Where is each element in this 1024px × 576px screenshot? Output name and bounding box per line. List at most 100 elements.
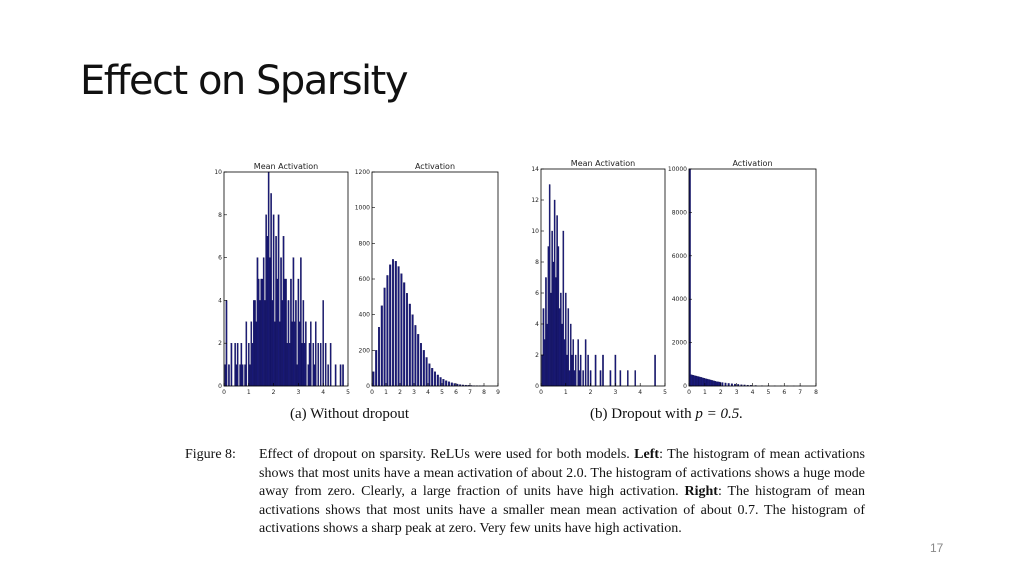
histogram-bar <box>302 300 305 387</box>
histogram-bar <box>244 364 246 387</box>
histogram-bar <box>573 370 576 387</box>
histogram-bar <box>287 300 290 387</box>
x-tick-label: 7 <box>798 389 802 396</box>
histogram-bar <box>556 215 558 387</box>
histogram-bar <box>394 261 397 387</box>
histogram-bar <box>563 339 566 387</box>
histogram-bar <box>553 199 556 387</box>
histogram-bar <box>627 370 629 387</box>
x-tick-label: 6 <box>782 389 786 396</box>
x-tick-label: 0 <box>222 389 226 396</box>
histogram-bar <box>255 321 258 387</box>
histogram-bar <box>248 343 250 387</box>
histogram-bar <box>234 343 236 387</box>
histogram-bar <box>254 300 256 387</box>
histogram-bar <box>380 305 383 387</box>
chart-title: Mean Activation <box>571 159 635 168</box>
x-tick-label: 2 <box>272 389 276 396</box>
histogram-bar <box>557 246 560 387</box>
y-tick-label: 0 <box>535 383 539 390</box>
x-tick-label: 8 <box>482 389 486 396</box>
histogram-bar <box>692 374 694 387</box>
chart-activation-dropout: Activation 0 1 2 3 4 5 6 7 8 0 2000 4000 6000 8000 1000… <box>668 159 818 396</box>
histogram-bar <box>272 214 275 387</box>
histogram-bar <box>548 184 551 387</box>
histogram-bar <box>701 377 704 387</box>
histogram-bar <box>282 236 285 387</box>
histogram-bar <box>400 273 403 387</box>
y-tick-label: 1200 <box>355 169 370 176</box>
histogram-bar <box>706 378 709 387</box>
histogram-bar <box>543 339 546 387</box>
histogram-bar <box>245 321 248 387</box>
histogram-bar <box>293 321 296 387</box>
x-tick-label: 1 <box>564 389 568 396</box>
histogram-bar <box>406 293 408 387</box>
histogram-bar <box>619 370 622 387</box>
histogram-bar <box>594 354 597 387</box>
y-tick-label: 2 <box>218 340 222 347</box>
histogram-bar <box>334 364 337 387</box>
histogram-bar <box>561 323 563 387</box>
histogram-bar <box>560 292 562 387</box>
histogram-bar <box>582 370 584 387</box>
histogram-bar <box>572 339 575 387</box>
histogram-bar <box>690 374 693 387</box>
histogram-bar <box>568 370 571 387</box>
histogram-bar <box>579 354 582 387</box>
histogram-bar <box>288 343 291 387</box>
histogram-bar <box>301 343 303 387</box>
caption-fragment-0: Effect of dropout on sparsity. ReLUs wer… <box>259 447 635 462</box>
x-tick-label: 5 <box>440 389 444 396</box>
x-tick-label: 3 <box>412 389 416 396</box>
caption-bold-3: Right <box>684 484 718 499</box>
x-tick-label: 1 <box>703 389 707 396</box>
histogram-bar <box>386 275 389 387</box>
histogram-bar <box>269 257 271 387</box>
histogram-bar <box>434 371 436 387</box>
histogram-bar <box>250 321 253 387</box>
histogram-bar <box>295 300 297 387</box>
chart-title: Activation <box>732 159 772 168</box>
histogram-bar <box>276 278 279 387</box>
histogram-bar <box>542 308 545 387</box>
x-tick-label: 6 <box>454 389 458 396</box>
y-tick-label: 8 <box>535 259 539 266</box>
histogram-bar <box>602 354 604 387</box>
histogram-bar <box>712 380 715 387</box>
histogram-bar <box>448 381 450 387</box>
plot-frame <box>223 171 349 387</box>
histogram-bar <box>545 277 547 387</box>
histogram-bar <box>587 354 589 387</box>
histogram-bar <box>262 257 265 387</box>
histogram-bar <box>329 343 332 387</box>
histogram-bar <box>547 246 550 387</box>
histogram-bar <box>420 343 422 387</box>
histogram-bar <box>252 300 255 387</box>
y-tick-label: 4 <box>535 321 539 328</box>
histogram-bar <box>693 375 696 387</box>
histogram-bar <box>551 230 553 387</box>
histogram-bar <box>711 380 713 387</box>
histogram-bar <box>569 323 572 387</box>
y-tick-label: 6000 <box>672 253 687 260</box>
x-tick-label: 4 <box>751 389 755 396</box>
histogram-bar <box>436 374 439 387</box>
histogram-bar <box>414 325 417 387</box>
page-number: 17 <box>930 541 944 555</box>
caption-fragment-2: : The histogram of mean activations show… <box>259 447 865 499</box>
chart-title: Activation <box>415 162 455 171</box>
chart-activation-without-dropout: Activation 0 1 2 3 4 5 6 7 8 9 0 200 400 600 800 1000 120… <box>355 162 500 396</box>
histogram-bar <box>411 314 414 387</box>
histogram-bar <box>270 193 272 387</box>
y-tick-label: 1000 <box>355 205 370 212</box>
histogram-bar <box>599 370 602 387</box>
y-tick-label: 200 <box>359 347 371 354</box>
histogram-bar <box>714 381 717 387</box>
histogram-bar <box>634 370 637 387</box>
histogram-bar <box>230 343 233 387</box>
histogram-bar <box>283 278 286 387</box>
histogram-bar <box>342 364 344 387</box>
histogram-bar <box>425 357 428 387</box>
